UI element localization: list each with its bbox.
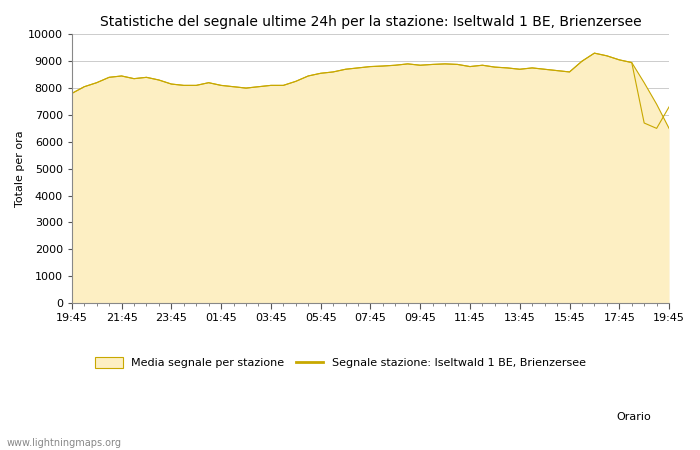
Text: Orario: Orario (616, 412, 651, 422)
Text: www.lightningmaps.org: www.lightningmaps.org (7, 438, 122, 448)
Legend: Media segnale per stazione, Segnale stazione: Iseltwald 1 BE, Brienzersee: Media segnale per stazione, Segnale staz… (90, 352, 591, 373)
Y-axis label: Totale per ora: Totale per ora (15, 130, 25, 207)
Title: Statistiche del segnale ultime 24h per la stazione: Iseltwald 1 BE, Brienzersee: Statistiche del segnale ultime 24h per l… (99, 15, 641, 29)
